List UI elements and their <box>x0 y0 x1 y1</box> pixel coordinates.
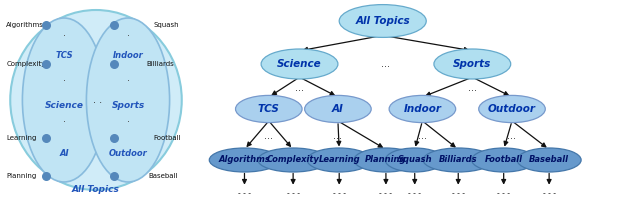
Text: - - -: - - - <box>543 189 556 198</box>
Text: Planning: Planning <box>365 156 406 164</box>
Point <box>109 174 119 178</box>
Ellipse shape <box>517 148 581 172</box>
Text: Squash: Squash <box>397 156 432 164</box>
Text: - - -: - - - <box>497 189 510 198</box>
Text: ·: · <box>63 117 65 127</box>
Text: Science: Science <box>45 102 83 110</box>
Text: - - -: - - - <box>238 189 251 198</box>
Ellipse shape <box>261 49 338 79</box>
Ellipse shape <box>305 95 371 123</box>
Text: Algorithms: Algorithms <box>6 22 44 28</box>
Text: All Topics: All Topics <box>72 184 120 194</box>
Text: Complexity: Complexity <box>6 61 45 67</box>
Text: Indoor: Indoor <box>403 104 442 114</box>
Text: Baseball: Baseball <box>529 156 569 164</box>
Text: All Topics: All Topics <box>355 16 410 26</box>
Text: ...: ... <box>418 131 427 141</box>
Text: - - -: - - - <box>287 189 300 198</box>
Text: Planning: Planning <box>6 173 36 179</box>
Ellipse shape <box>236 95 302 123</box>
Text: - - -: - - - <box>452 189 465 198</box>
Text: Algorithms: Algorithms <box>218 156 271 164</box>
Text: ...: ... <box>508 131 516 141</box>
Text: Outdoor: Outdoor <box>488 104 536 114</box>
Text: Sports: Sports <box>111 102 145 110</box>
Text: . .: . . <box>93 95 102 105</box>
Point <box>41 23 51 27</box>
Ellipse shape <box>209 148 280 172</box>
Ellipse shape <box>86 18 170 182</box>
Text: ...: ... <box>264 131 273 141</box>
Ellipse shape <box>10 10 182 190</box>
Point <box>41 174 51 178</box>
Text: TCS: TCS <box>258 104 280 114</box>
Text: Science: Science <box>277 59 322 69</box>
Ellipse shape <box>434 49 511 79</box>
Text: ·: · <box>127 76 129 86</box>
Ellipse shape <box>385 148 444 172</box>
Ellipse shape <box>479 95 545 123</box>
Text: ...: ... <box>333 131 342 141</box>
Text: Complexity: Complexity <box>267 156 319 164</box>
Text: Baseball: Baseball <box>148 173 178 179</box>
Ellipse shape <box>307 148 371 172</box>
Text: Sports: Sports <box>453 59 492 69</box>
Text: - - -: - - - <box>380 189 392 198</box>
Text: ...: ... <box>295 83 304 93</box>
Point <box>109 23 119 27</box>
Text: ·: · <box>127 117 129 127</box>
Ellipse shape <box>258 148 328 172</box>
Ellipse shape <box>22 18 106 182</box>
Point <box>109 62 119 66</box>
Text: Billiards: Billiards <box>439 156 477 164</box>
Ellipse shape <box>389 95 456 123</box>
Text: Outdoor: Outdoor <box>109 150 147 158</box>
Text: Learning: Learning <box>6 135 36 141</box>
Text: - - -: - - - <box>408 189 421 198</box>
Text: Football: Football <box>154 135 181 141</box>
Text: AI: AI <box>332 104 344 114</box>
Text: ·: · <box>63 31 65 41</box>
Ellipse shape <box>423 148 493 172</box>
Text: Learning: Learning <box>318 156 360 164</box>
Text: Football: Football <box>484 156 523 164</box>
Ellipse shape <box>339 5 426 37</box>
Point <box>41 136 51 140</box>
Text: Indoor: Indoor <box>113 50 143 60</box>
Ellipse shape <box>354 148 418 172</box>
Text: ·: · <box>127 31 129 41</box>
Text: Squash: Squash <box>154 22 179 28</box>
Point <box>41 62 51 66</box>
Text: Billiards: Billiards <box>146 61 173 67</box>
Ellipse shape <box>472 148 536 172</box>
Text: - - -: - - - <box>333 189 346 198</box>
Text: ·: · <box>63 76 65 86</box>
Point <box>109 136 119 140</box>
Text: ...: ... <box>381 59 390 69</box>
Text: TCS: TCS <box>55 50 73 60</box>
Text: ...: ... <box>468 83 477 93</box>
Text: AI: AI <box>59 150 69 158</box>
